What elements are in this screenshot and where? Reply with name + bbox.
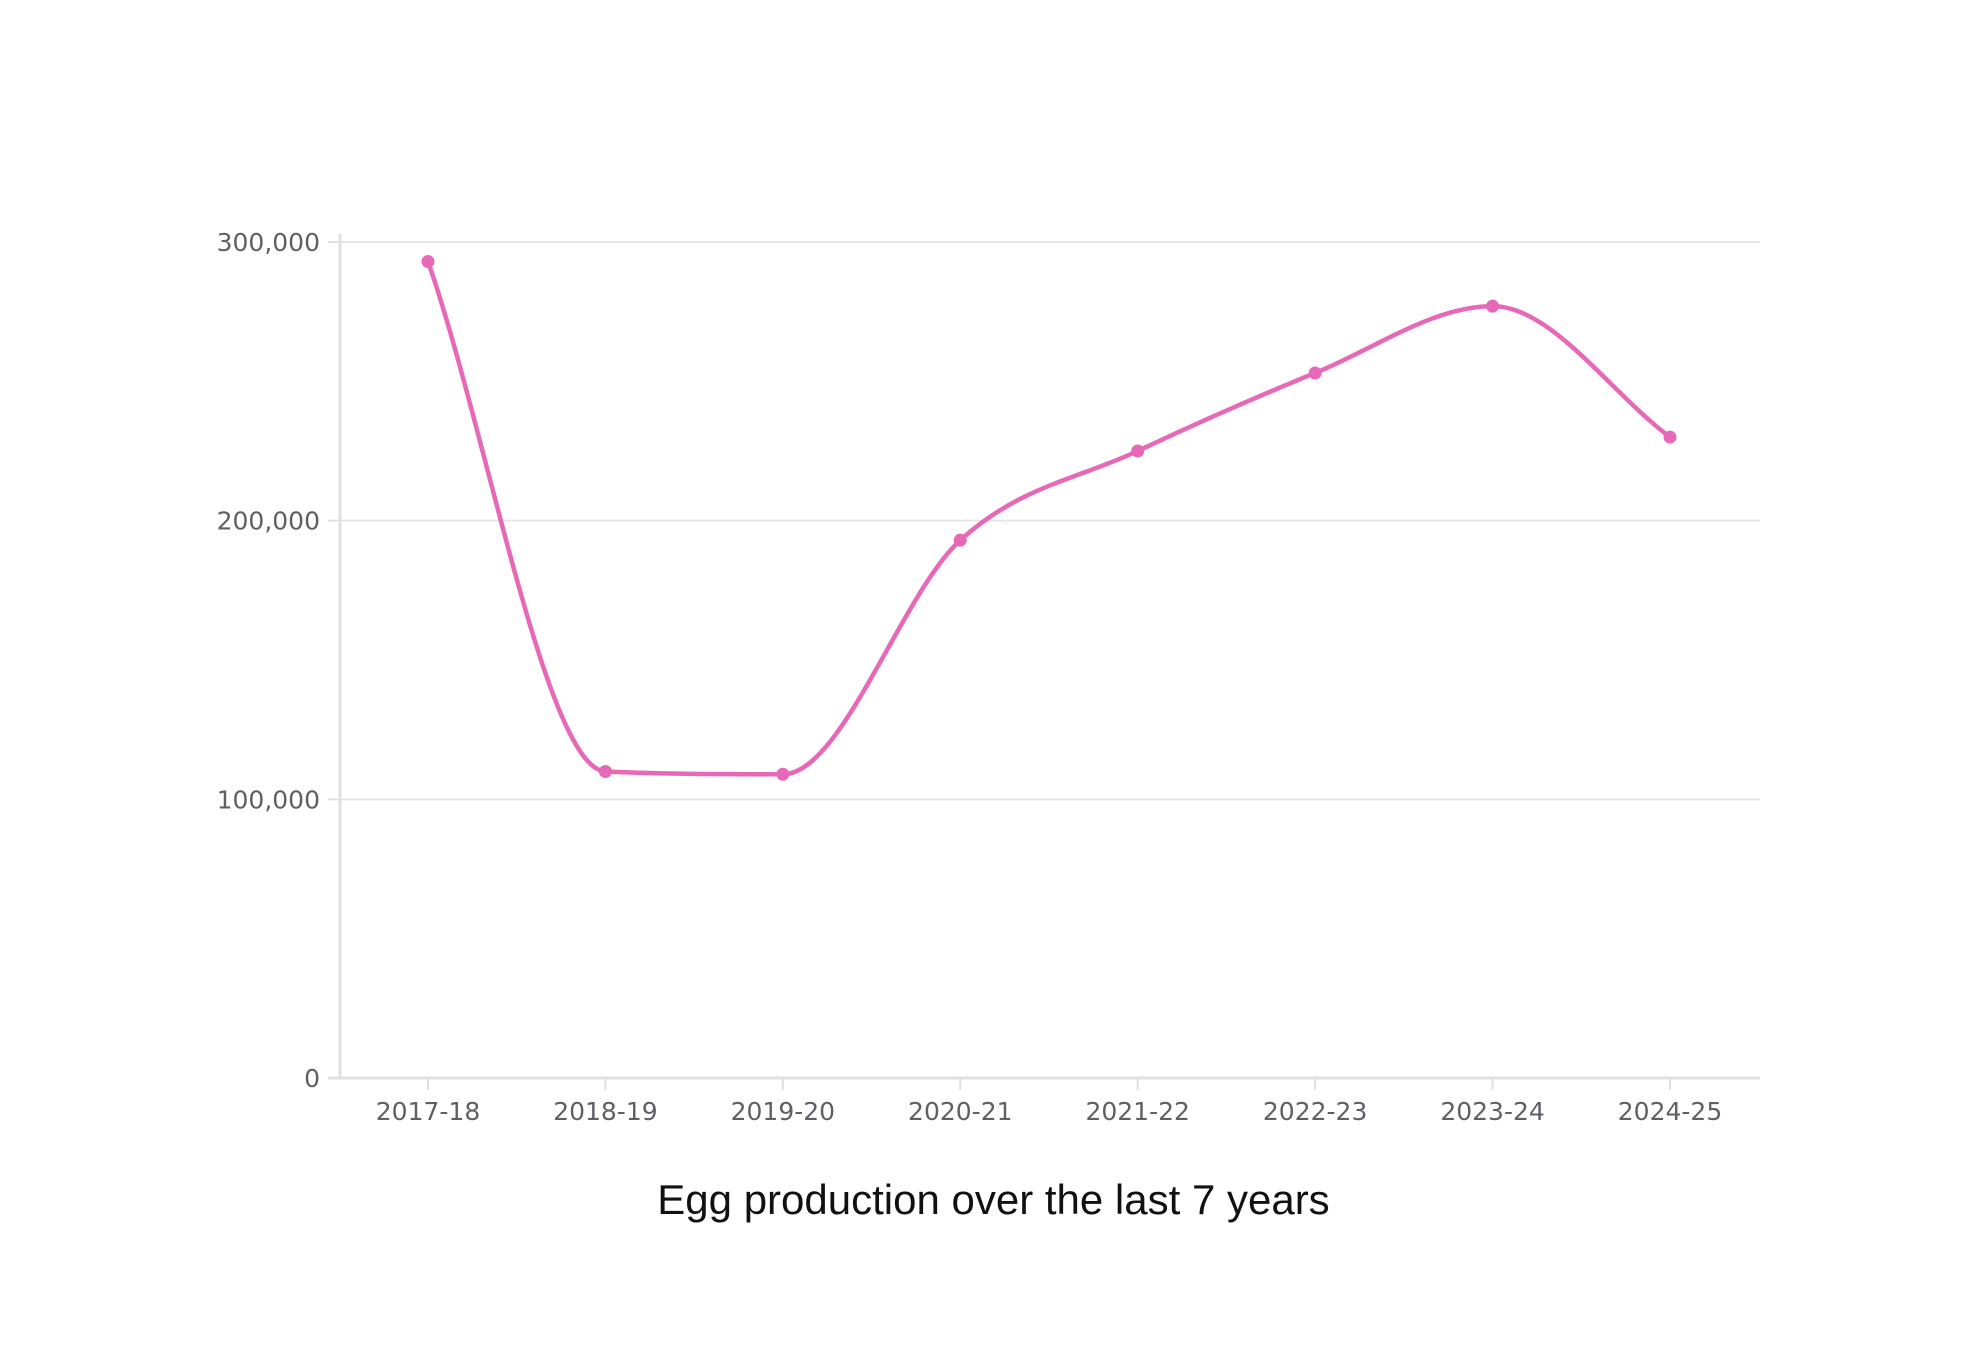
data-point <box>598 764 612 778</box>
series-line <box>425 259 1673 777</box>
gridlines <box>340 241 1760 801</box>
data-point <box>776 767 790 781</box>
y-tick-label: 100,000 <box>217 785 320 814</box>
x-tick-label: 2020-21 <box>908 1097 1012 1126</box>
series-group <box>421 255 1677 781</box>
data-point <box>953 533 967 547</box>
y-tick-label: 300,000 <box>217 228 320 257</box>
x-tick-label: 2018-19 <box>553 1097 657 1126</box>
data-point <box>1486 299 1500 313</box>
x-tick-label: 2019-20 <box>731 1097 835 1126</box>
data-point <box>1131 444 1145 458</box>
chart-caption: Egg production over the last 7 years <box>657 1176 1330 1223</box>
x-tick-label: 2021-22 <box>1085 1097 1189 1126</box>
x-tick-label: 2024-25 <box>1618 1097 1722 1126</box>
y-tick-label: 0 <box>304 1064 320 1093</box>
x-tick-label: 2023-24 <box>1440 1097 1544 1126</box>
data-point <box>421 255 435 269</box>
y-axis-ticks: 0 100,000 200,000 300,000 <box>217 228 340 1093</box>
y-tick-label: 200,000 <box>217 507 320 536</box>
data-point <box>1663 430 1677 444</box>
axes <box>328 234 1760 1080</box>
x-tick-label: 2017-18 <box>376 1097 480 1126</box>
data-point <box>1308 366 1322 380</box>
x-axis-ticks: 2017-18 2018-19 2019-20 2020-21 2021-22 2022-… <box>376 1078 1722 1126</box>
x-tick-label: 2022-23 <box>1263 1097 1367 1126</box>
